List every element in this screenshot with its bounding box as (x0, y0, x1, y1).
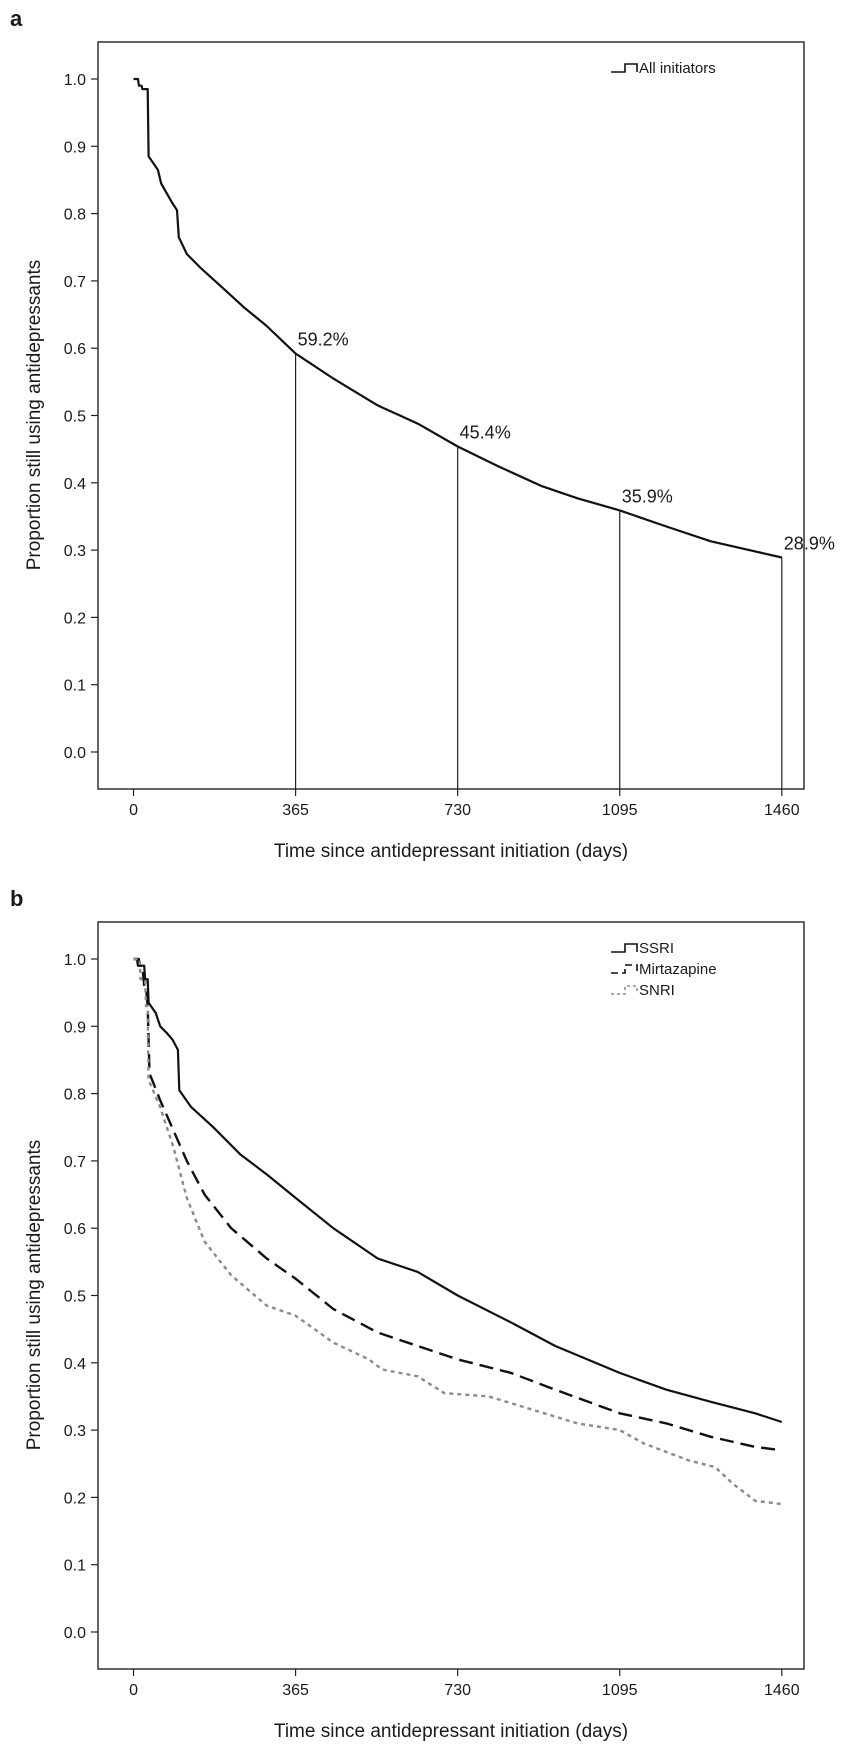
plot-frame (97, 921, 805, 1670)
y-tick-label: 0.1 (64, 1558, 86, 1575)
legend-label: Mirtazapine (639, 961, 717, 978)
x-tick-label: 1095 (602, 802, 638, 819)
y-tick-label: 0.5 (64, 1289, 86, 1306)
y-tick-label: 0.8 (64, 1087, 86, 1104)
legend-swatch (611, 943, 638, 953)
y-tick-label: 0.6 (64, 341, 86, 358)
y-axis-label: Proportion still using antidepressants (24, 260, 45, 571)
data-annotations: 59.2% 45.4% 35.9% 28.9% (294, 330, 835, 789)
legend-swatch (611, 964, 638, 974)
y-tick-label: 0.9 (64, 1019, 86, 1036)
legend-label: SNRI (639, 982, 675, 999)
y-ticks: 0.0 0.1 0.2 0.3 0.4 0.5 0.6 0.7 0.8 0.9 1.0 (64, 72, 98, 762)
y-tick-label: 0.5 (64, 409, 86, 426)
y-tick-label: 0.7 (64, 1154, 86, 1171)
x-tick-label: 0 (129, 802, 138, 819)
y-tick-label: 0.7 (64, 274, 86, 291)
y-tick-label: 0.4 (64, 1356, 86, 1373)
y-tick-label: 0.0 (64, 1625, 86, 1642)
panel-a: a 0 365 730 1095 1460 0.00.10.20.30.40.50.60… (10, 6, 835, 862)
legend-item: SNRI (611, 982, 675, 999)
series-line-all-initiators (133, 77, 783, 559)
data-label: 35.9% (622, 486, 673, 506)
y-tick-label: 0.1 (64, 678, 86, 695)
y-tick-label: 0.0 (64, 745, 86, 762)
plot-lines (133, 957, 783, 1506)
panel-letter: b (10, 886, 23, 911)
x-tick-label: 730 (444, 1682, 471, 1699)
y-tick-label: 0.8 (64, 207, 86, 224)
series-line-snri (133, 957, 782, 1506)
series-line-ssri (133, 957, 783, 1424)
data-label: 45.4% (460, 422, 511, 442)
panel-b: b 0 365 730 1095 1460 0.00.10.20.30.40.50.60… (10, 886, 805, 1742)
legend-item: Mirtazapine (611, 961, 717, 978)
data-label: 28.9% (784, 533, 835, 553)
legend-swatch (611, 985, 638, 995)
y-ticks: 0.0 0.1 0.2 0.3 0.4 0.5 0.6 0.7 0.8 0.9 1.0 (64, 952, 98, 1642)
legend-label: All initiators (639, 60, 716, 77)
x-tick-label: 1460 (764, 1682, 800, 1699)
x-ticks: 0 365 730 1095 1460 (129, 789, 800, 819)
x-tick-label: 0 (129, 1682, 138, 1699)
plot-frame (97, 41, 805, 790)
legend-item: SSRI (611, 940, 674, 957)
x-ticks: 0 365 730 1095 1460 (129, 1669, 800, 1699)
legend: All initiators (611, 60, 716, 77)
x-tick-label: 730 (444, 802, 471, 819)
x-axis-label: Time since antidepressant initiation (da… (274, 841, 628, 862)
plot-lines (133, 77, 783, 559)
y-tick-label: 1.0 (64, 72, 86, 89)
y-axis-label: Proportion still using antidepressants (24, 1140, 45, 1451)
y-tick-label: 0.3 (64, 1423, 86, 1440)
y-tick-label: 0.3 (64, 543, 86, 560)
x-tick-label: 1460 (764, 802, 800, 819)
data-label: 59.2% (298, 330, 349, 350)
legend: SSRI Mirtazapine SNRI (611, 940, 717, 999)
y-tick-label: 1.0 (64, 952, 86, 969)
x-axis-label: Time since antidepressant initiation (da… (274, 1721, 628, 1742)
y-tick-label: 0.2 (64, 610, 86, 627)
y-tick-label: 0.6 (64, 1221, 86, 1238)
y-tick-label: 0.4 (64, 476, 86, 493)
x-tick-label: 1095 (602, 1682, 638, 1699)
legend-label: SSRI (639, 940, 674, 957)
x-tick-label: 365 (282, 802, 309, 819)
x-tick-label: 365 (282, 1682, 309, 1699)
panel-letter: a (10, 6, 23, 31)
legend-item: All initiators (611, 60, 716, 77)
y-tick-label: 0.2 (64, 1490, 86, 1507)
series-line-mirtazapine (133, 957, 782, 1452)
legend-swatch (611, 63, 638, 73)
y-tick-label: 0.9 (64, 139, 86, 156)
